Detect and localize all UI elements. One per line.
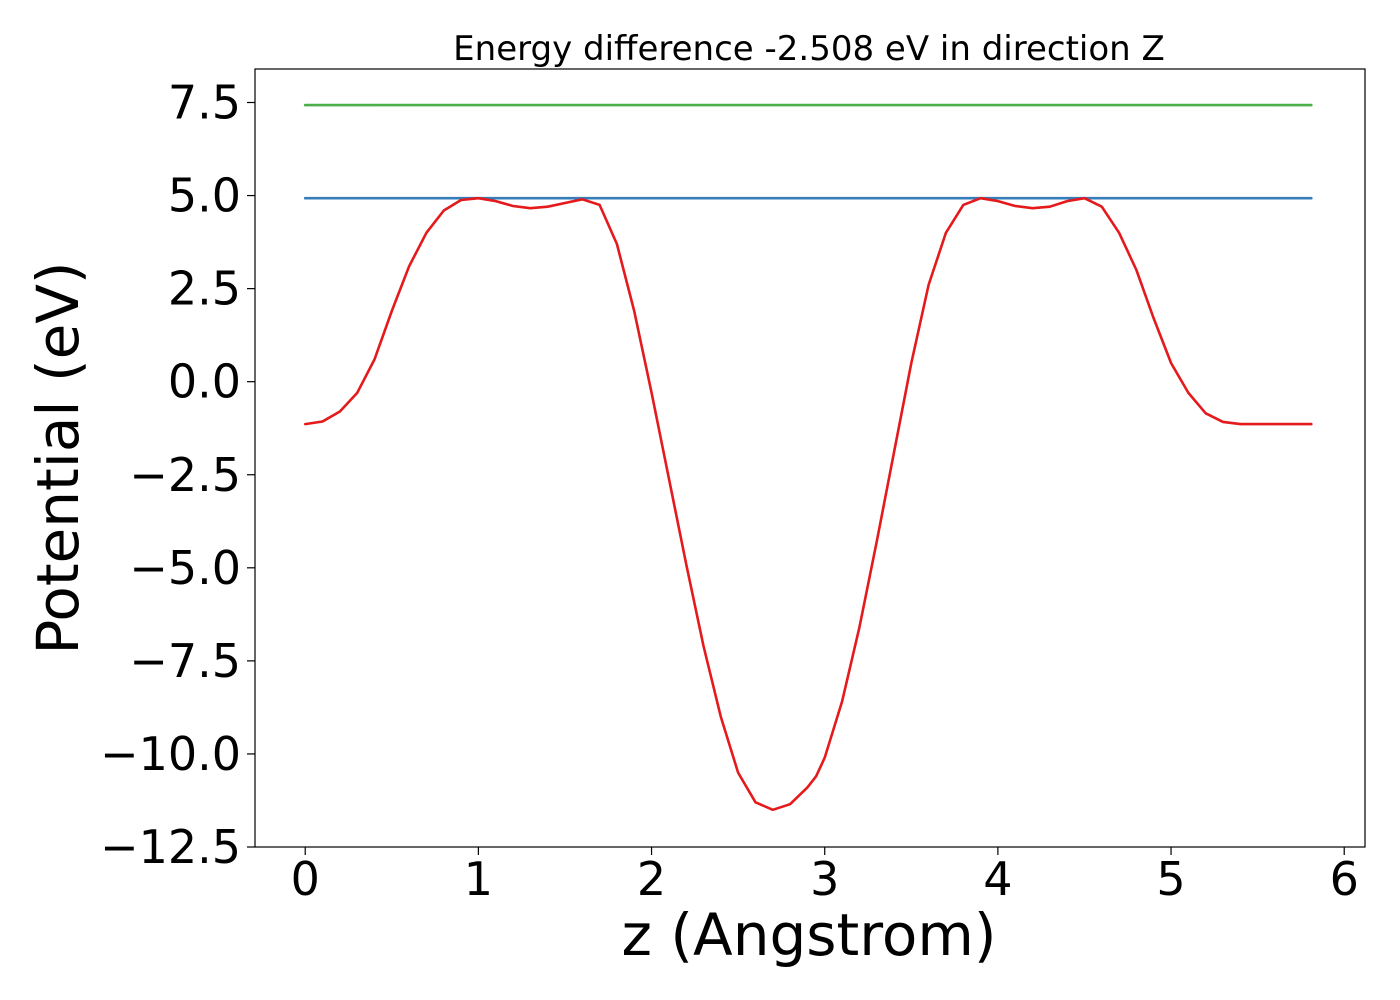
plot-frame — [254, 68, 1366, 848]
x-axis-ticks: 0 1 2 3 4 5 6 — [291, 847, 1359, 906]
y-tick-label: −2.5 — [129, 448, 241, 502]
x-tick-label: 4 — [983, 852, 1012, 906]
x-tick-label: 2 — [637, 852, 666, 906]
y-tick-label: 7.5 — [168, 76, 241, 130]
y-tick-label: 2.5 — [168, 262, 241, 316]
x-tick-label: 0 — [291, 852, 320, 906]
x-tick-label: 1 — [464, 852, 493, 906]
x-tick-label: 5 — [1156, 852, 1185, 906]
y-tick-label: 0.0 — [168, 355, 241, 409]
chart-title: Energy difference -2.508 eV in direction… — [453, 29, 1165, 69]
y-tick-label: −7.5 — [129, 634, 241, 688]
series-layer — [303, 103, 1313, 812]
y-tick-label: 5.0 — [168, 169, 241, 223]
y-tick-label: −12.5 — [100, 820, 241, 874]
x-axis-label: z (Angstrom) — [622, 901, 997, 969]
x-tick-label: 3 — [810, 852, 839, 906]
y-axis-ticks: 7.5 5.0 2.5 0.0 −2.5 −5.0 −7.5 −10.0 −12.5 — [100, 76, 255, 874]
series-line-0 — [303, 196, 1313, 812]
y-tick-label: −5.0 — [129, 541, 241, 595]
y-tick-label: −10.0 — [100, 727, 241, 781]
x-tick-label: 6 — [1330, 852, 1359, 906]
y-axis-label: Potential (eV) — [24, 261, 92, 654]
